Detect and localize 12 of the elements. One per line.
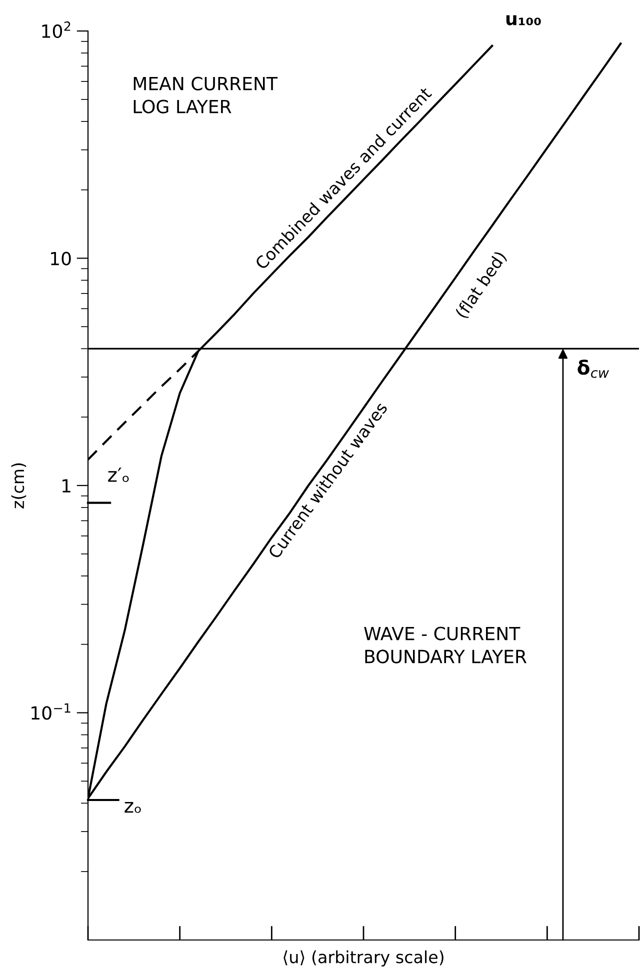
y-tick-label: 10$^{−1}$ (32, 703, 70, 720)
y-tick-label: 10$^{2}$ (42, 21, 70, 38)
y-axis-title: z(cm) (11, 463, 26, 508)
text: u₁₀₀ (506, 15, 541, 26)
annotation: WAVE - CURRENT BOUNDARY LAYER (364, 626, 526, 664)
y-tick-label: 1 (62, 479, 70, 492)
x-axis-title: ⟨u⟩ (arbitrary scale) (284, 950, 444, 967)
annotation: z′ₒ (108, 468, 129, 482)
annotation: δ$_{cw}$ (578, 360, 610, 378)
annotation: zₒ (124, 802, 141, 813)
y-tick-label: 10 (51, 252, 71, 266)
annotation: MEAN CURRENT LOG LAYER (134, 76, 278, 114)
